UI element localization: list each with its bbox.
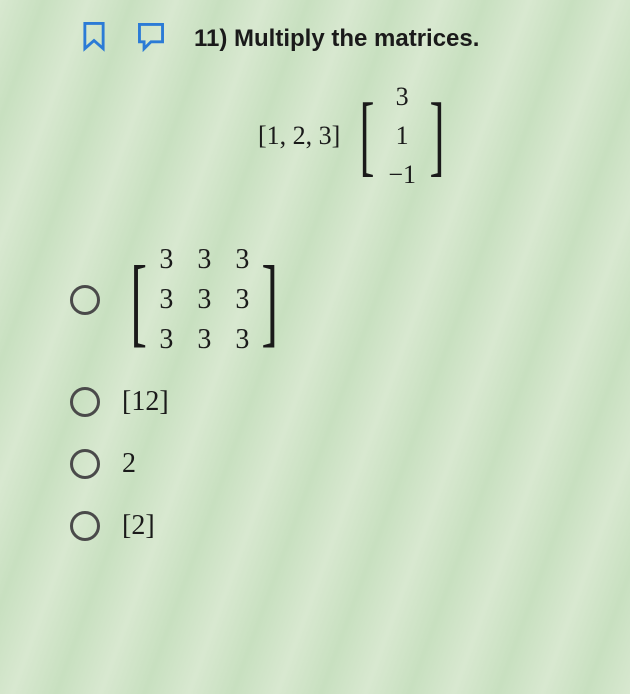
question-header: 11) Multiply the matrices.	[0, 0, 630, 57]
option-c[interactable]: 2	[70, 448, 630, 480]
cell: 3	[159, 284, 173, 316]
cell: 3	[197, 244, 211, 276]
cell: 3	[235, 324, 249, 356]
cell: 3	[235, 244, 249, 276]
option-b-content: [12]	[122, 386, 169, 418]
answer-options: [ 3 3 3 3 3 3 3 3 3 ] [12] 2	[0, 244, 630, 542]
radio-b[interactable]	[70, 387, 100, 417]
cell: 3	[159, 244, 173, 276]
option-d-content: [2]	[122, 510, 155, 542]
matrix-equation: [1, 2, 3] [ 3 1 −1 ]	[80, 77, 630, 194]
option-c-content: 2	[122, 448, 136, 480]
col-val-1: 1	[396, 116, 409, 155]
column-vector: [ 3 1 −1 ]	[352, 77, 452, 194]
option-a-content: [ 3 3 3 3 3 3 3 3 3 ]	[122, 244, 287, 356]
cell: 3	[197, 284, 211, 316]
bookmark-icon[interactable]	[80, 20, 108, 57]
radio-a[interactable]	[70, 285, 100, 315]
left-bracket: [	[360, 100, 375, 172]
question-prompt: 11) Multiply the matrices.	[194, 25, 479, 53]
cell: 3	[235, 284, 249, 316]
col-val-2: −1	[388, 155, 416, 194]
row-vector: [1, 2, 3]	[258, 121, 340, 151]
cell: 3	[197, 324, 211, 356]
matrix-3x3: [ 3 3 3 3 3 3 3 3 3 ]	[122, 244, 287, 356]
option-b[interactable]: [12]	[70, 386, 630, 418]
radio-d[interactable]	[70, 511, 100, 541]
right-bracket: ]	[429, 100, 444, 172]
radio-c[interactable]	[70, 449, 100, 479]
option-d[interactable]: [2]	[70, 510, 630, 542]
cell: 3	[159, 324, 173, 356]
col-val-0: 3	[396, 77, 409, 116]
comment-icon[interactable]	[136, 20, 166, 57]
option-a[interactable]: [ 3 3 3 3 3 3 3 3 3 ]	[70, 244, 630, 356]
